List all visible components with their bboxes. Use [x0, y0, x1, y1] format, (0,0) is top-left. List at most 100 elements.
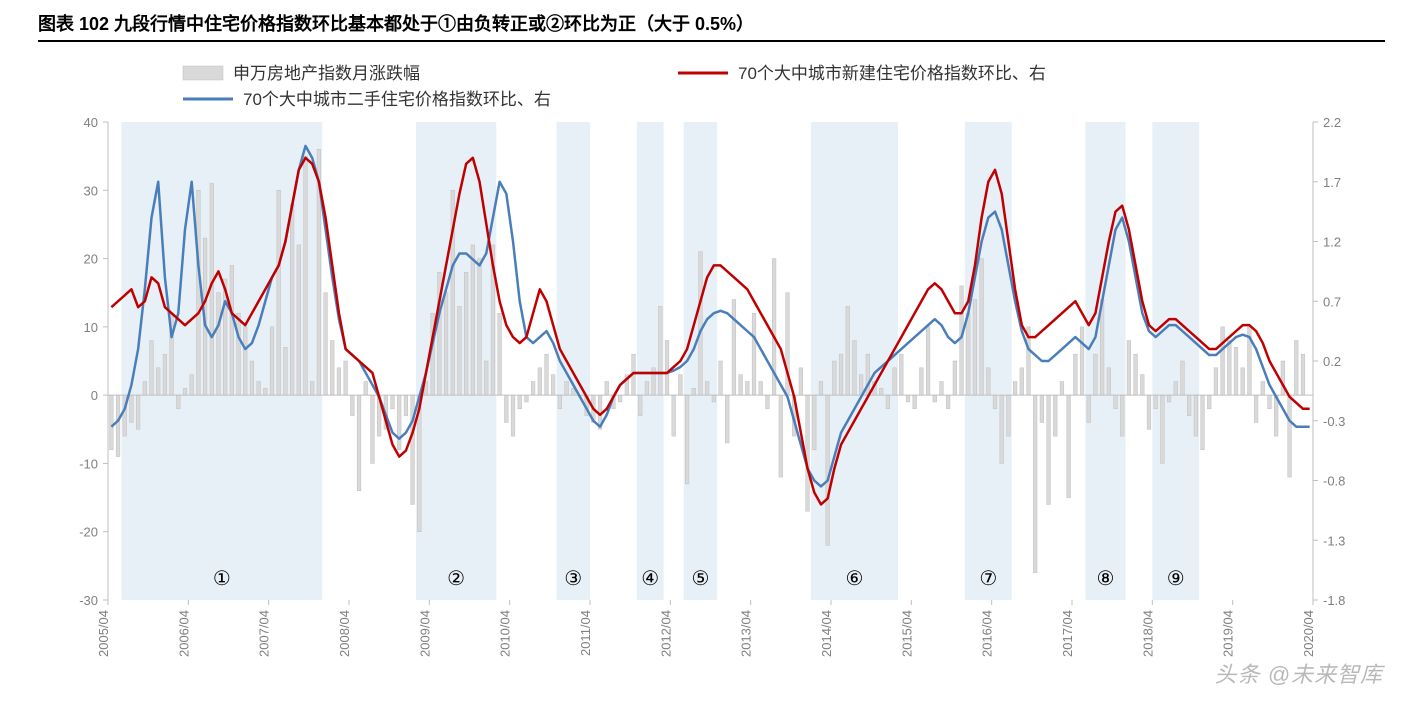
bar	[665, 341, 669, 396]
bar	[899, 354, 903, 395]
bar	[1241, 368, 1245, 395]
chart-title: 图表 102 九段行情中住宅价格指数环比基本都处于①由负转正或②环比为正（大于 …	[0, 0, 1405, 40]
highlight-band	[557, 122, 590, 600]
band-label: ⑤	[691, 568, 709, 590]
bar	[638, 395, 642, 415]
bar	[658, 306, 662, 395]
bar	[879, 388, 883, 395]
bar	[1120, 395, 1124, 436]
bar	[156, 368, 160, 395]
bar	[739, 375, 743, 395]
bar	[183, 388, 187, 395]
x-label: 2020/04	[1301, 610, 1316, 657]
bar	[806, 395, 810, 511]
bar	[953, 361, 957, 395]
bar	[725, 395, 729, 443]
legend-label: 70个大中城市二手住宅价格指数环比、右	[243, 90, 551, 109]
bar	[1094, 354, 1098, 395]
bar	[1013, 381, 1017, 395]
bar	[511, 395, 515, 436]
bar	[304, 156, 308, 395]
x-label: 2015/04	[899, 610, 914, 657]
bar	[176, 395, 180, 409]
bar	[1227, 341, 1231, 396]
bar	[812, 395, 816, 450]
bar	[330, 341, 334, 396]
bar	[518, 395, 522, 409]
bar	[1268, 395, 1272, 409]
bar	[531, 381, 535, 395]
bar	[150, 341, 154, 396]
legend-label: 70个大中城市新建住宅价格指数环比、右	[738, 64, 1046, 83]
bar	[1161, 395, 1165, 463]
y-left-label: -20	[79, 525, 98, 540]
y-left-label: -30	[79, 593, 98, 608]
bar	[752, 313, 756, 395]
highlight-band	[1152, 122, 1199, 600]
bar	[1181, 361, 1185, 395]
bar	[270, 327, 274, 395]
bar	[1140, 375, 1144, 395]
bar	[344, 361, 348, 395]
bar	[685, 395, 689, 484]
x-label: 2012/04	[658, 610, 673, 657]
bar	[190, 375, 194, 395]
y-left-label: 0	[91, 388, 98, 403]
bar	[1294, 341, 1298, 396]
bar	[471, 245, 475, 395]
bar	[558, 395, 562, 409]
x-label: 2009/04	[417, 610, 432, 657]
x-label: 2014/04	[819, 610, 834, 657]
bar	[1127, 341, 1131, 396]
bar	[1201, 395, 1205, 450]
bar	[136, 395, 140, 429]
x-label: 2016/04	[980, 610, 995, 657]
bar	[1114, 395, 1118, 409]
bar	[545, 354, 549, 395]
bar	[1207, 395, 1211, 409]
bar	[1261, 381, 1265, 395]
bar	[973, 300, 977, 396]
watermark: 头条 @未来智库	[1215, 657, 1383, 689]
x-label: 2013/04	[739, 610, 754, 657]
highlight-band	[1085, 122, 1125, 600]
bar	[197, 190, 201, 395]
y-right-label: 2.2	[1323, 115, 1341, 130]
band-label: ⑨	[1167, 568, 1185, 590]
bar	[799, 368, 803, 395]
chart-area: -30-20-10010203040-1.8-1.3-0.8-0.30.20.7…	[38, 50, 1385, 670]
bar	[886, 395, 890, 409]
bar	[1134, 354, 1138, 395]
bar	[324, 293, 328, 395]
bar	[913, 395, 917, 409]
bar	[1194, 395, 1198, 436]
bar	[980, 259, 984, 396]
bar	[1154, 395, 1158, 409]
chart-svg: -30-20-10010203040-1.8-1.3-0.8-0.30.20.7…	[38, 50, 1383, 670]
bar	[920, 368, 924, 395]
bar	[826, 395, 830, 545]
bar	[705, 381, 709, 395]
y-right-label: -0.8	[1323, 474, 1345, 489]
bar	[257, 381, 261, 395]
bar	[672, 395, 676, 436]
y-right-label: 1.7	[1323, 175, 1341, 190]
bar	[993, 395, 997, 409]
band-label: ⑦	[979, 568, 997, 590]
bar	[940, 381, 944, 395]
bar	[1221, 327, 1225, 395]
bar	[1074, 354, 1078, 395]
bar	[230, 265, 234, 395]
bar	[1167, 395, 1171, 402]
band-label: ①	[213, 568, 231, 590]
bar	[484, 361, 488, 395]
bar	[1047, 395, 1051, 504]
bar	[371, 395, 375, 463]
x-label: 2008/04	[337, 610, 352, 657]
bar	[692, 388, 696, 395]
bar	[1060, 381, 1064, 395]
y-left-label: 40	[84, 115, 98, 130]
y-right-label: 1.2	[1323, 235, 1341, 250]
bar	[926, 327, 930, 395]
bar	[397, 395, 401, 450]
